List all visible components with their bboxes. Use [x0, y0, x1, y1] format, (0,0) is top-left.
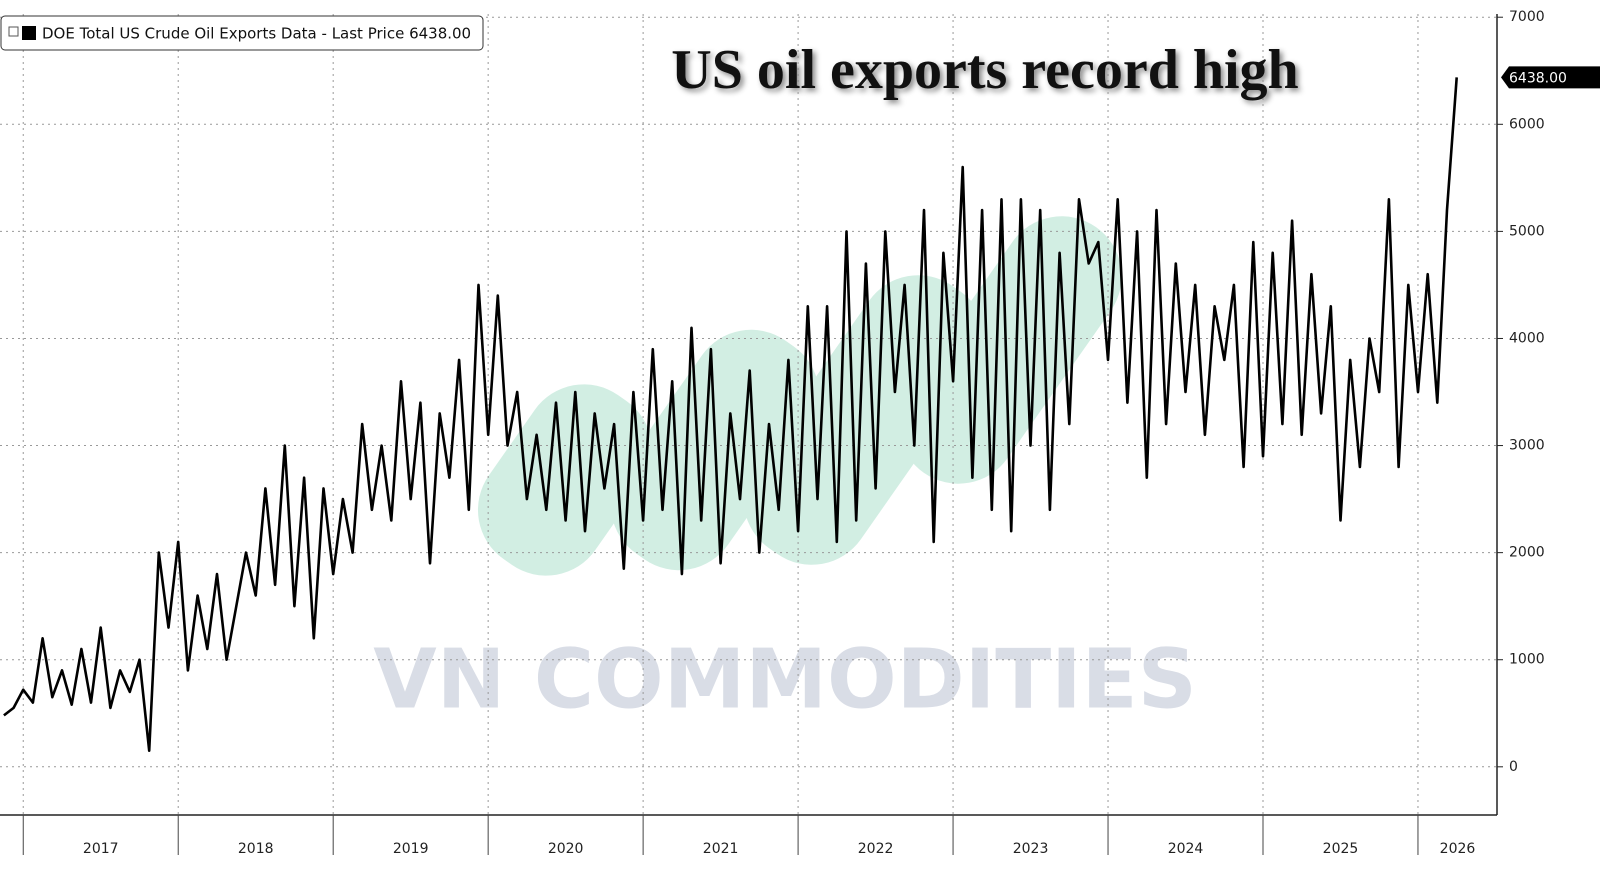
x-tick-label: 2020	[548, 841, 584, 857]
watermark: VN COMMODITIES	[373, 632, 1197, 727]
x-tick-label: 2026	[1440, 841, 1476, 857]
y-tick-label: 1000	[1509, 652, 1545, 668]
y-tick-label: 3000	[1509, 438, 1545, 454]
y-tick-label: 6000	[1509, 116, 1545, 132]
axes: 0 1000 2000 3000 4000 5000 6000 7000 2017 2018 201…	[0, 9, 1545, 857]
legend-box	[0, 15, 484, 51]
x-tick-label: 2022	[858, 841, 894, 857]
y-tick-label: 7000	[1509, 9, 1545, 25]
legend-label: DOE Total US Crude Oil Exports Data - La…	[42, 25, 471, 43]
x-tick-label: 2025	[1323, 841, 1359, 857]
last-price-label: 6438.00	[1509, 70, 1567, 86]
x-tick-label: 2021	[703, 841, 739, 857]
legend: DOE Total US Crude Oil Exports Data - La…	[0, 15, 484, 51]
legend-swatch	[22, 26, 36, 40]
legend-expander[interactable]	[8, 26, 19, 37]
x-tick-label: 2023	[1013, 841, 1049, 857]
chart-title: US oil exports record high	[671, 39, 1298, 101]
x-tick-label: 2024	[1168, 841, 1204, 857]
y-tick-label: 4000	[1509, 330, 1545, 346]
y-tick-label: 0	[1509, 759, 1518, 775]
x-tick-label: 2018	[238, 841, 274, 857]
y-tick-label: 5000	[1509, 223, 1545, 239]
last-price-tag	[1501, 66, 1600, 89]
data-line	[3, 77, 1458, 752]
y-tick-label: 2000	[1509, 545, 1545, 561]
plot: 6438.00	[3, 66, 1600, 752]
x-tick-label: 2017	[83, 841, 119, 857]
x-tick-label: 2019	[393, 841, 429, 857]
